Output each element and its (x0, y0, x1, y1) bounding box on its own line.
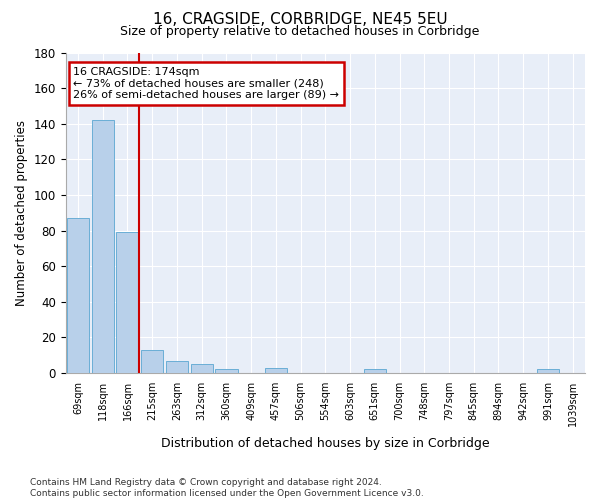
Bar (537, 370, 559, 373)
Text: 16 CRAGSIDE: 174sqm
← 73% of detached houses are smaller (248)
26% of semi-detac: 16 CRAGSIDE: 174sqm ← 73% of detached ho… (73, 67, 340, 100)
Text: Contains HM Land Registry data © Crown copyright and database right 2024.
Contai: Contains HM Land Registry data © Crown c… (30, 478, 424, 498)
Bar (166, 360, 188, 373)
Bar (67, 218, 89, 373)
Text: Size of property relative to detached houses in Corbridge: Size of property relative to detached ho… (121, 25, 479, 38)
Bar (364, 370, 386, 373)
Y-axis label: Number of detached properties: Number of detached properties (15, 120, 28, 306)
Bar (141, 350, 163, 373)
Bar (116, 232, 139, 373)
Bar (92, 120, 114, 373)
Bar (265, 368, 287, 373)
X-axis label: Distribution of detached houses by size in Corbridge: Distribution of detached houses by size … (161, 437, 490, 450)
Text: 16, CRAGSIDE, CORBRIDGE, NE45 5EU: 16, CRAGSIDE, CORBRIDGE, NE45 5EU (152, 12, 448, 28)
Bar (191, 364, 213, 373)
Bar (215, 370, 238, 373)
